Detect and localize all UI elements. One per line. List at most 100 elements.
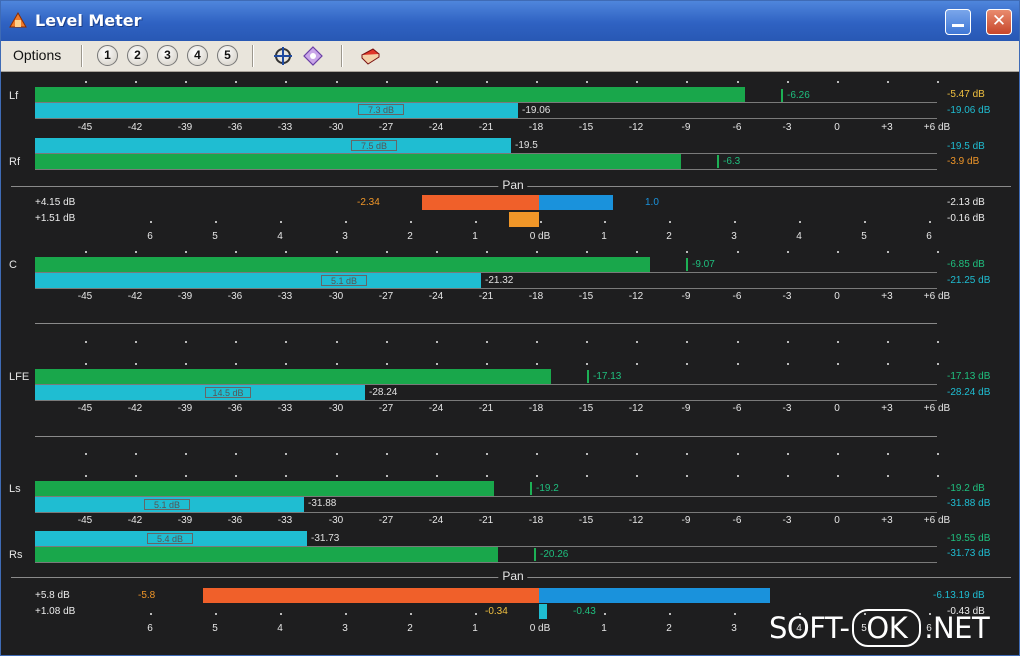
rms-readout: -19.06 dB — [947, 105, 991, 116]
pan-dot — [280, 613, 282, 615]
channel-button-1[interactable]: 1 — [97, 45, 118, 66]
scale-tick-label: -9 — [681, 291, 691, 302]
scale-tick-label: -21 — [478, 403, 494, 414]
channel-settings-icon[interactable] — [272, 45, 294, 67]
scale-tick-label: -6 — [732, 403, 742, 414]
close-button[interactable]: ✕ — [986, 9, 1012, 35]
scale-tick-label: -24 — [428, 403, 444, 414]
pan-neg-marker: -5.8 — [138, 590, 156, 601]
scale-tick-label: +3 — [881, 403, 893, 414]
scale-dot — [536, 363, 538, 365]
channel-button-3[interactable]: 3 — [157, 45, 178, 66]
scale-tick-label: -24 — [428, 122, 444, 133]
scale-dot — [686, 453, 688, 455]
pan-pos-marker: -0.43 — [573, 606, 596, 617]
channel-button-4[interactable]: 4 — [187, 45, 208, 66]
scale-dot — [85, 363, 87, 365]
book-icon[interactable] — [359, 45, 381, 67]
scale-tick-label: -12 — [628, 403, 644, 414]
watermark-ok: OK — [852, 609, 922, 647]
scale-tick-label: -39 — [177, 291, 193, 302]
rms-range-box: 7.5 dB — [351, 140, 397, 151]
scale-dot — [336, 363, 338, 365]
minimize-button[interactable] — [945, 9, 971, 35]
scale-tick-label: -45 — [77, 515, 93, 526]
scale-dot — [937, 81, 939, 83]
scale-dot — [336, 475, 338, 477]
options-menu[interactable]: Options — [13, 47, 62, 63]
scale-tick-label: -21 — [478, 291, 494, 302]
channel-button-5[interactable]: 5 — [217, 45, 238, 66]
diamond-icon[interactable] — [302, 45, 324, 67]
pan-tick-label: 3 — [731, 623, 737, 634]
scale-dot — [135, 251, 137, 253]
scale-dot — [436, 251, 438, 253]
scale-dot — [887, 81, 889, 83]
peak-hold-value: -6.3 — [723, 156, 741, 167]
scale-dot — [336, 81, 338, 83]
rms-readout: -21.25 dB — [947, 275, 991, 286]
scale-dot — [787, 453, 789, 455]
scale-tick-label: +3 — [881, 291, 893, 302]
pan-tick-label: 2 — [666, 231, 672, 242]
scale-dot — [636, 453, 638, 455]
pan-dot — [734, 613, 736, 615]
pan-tick-label: 2 — [666, 623, 672, 634]
rms-bar — [35, 138, 511, 153]
scale-dot — [837, 341, 839, 343]
scale-dot — [235, 475, 237, 477]
peak-hold-marker — [781, 89, 783, 102]
scale-tick-label: -27 — [378, 122, 394, 133]
scale-dot — [285, 251, 287, 253]
scale-tick-label: -36 — [227, 122, 243, 133]
rms-range-box: 5.4 dB — [147, 533, 193, 544]
scale-tick-label: -36 — [227, 403, 243, 414]
toolbar-separator — [341, 45, 343, 67]
scale-tick-label: -15 — [578, 122, 594, 133]
close-icon: ✕ — [991, 11, 1007, 31]
scale-tick-label: -27 — [378, 515, 394, 526]
pan-tick-label: 3 — [342, 623, 348, 634]
scale-dot — [135, 81, 137, 83]
scale-tick-label: -39 — [177, 403, 193, 414]
scale-dot — [135, 453, 137, 455]
scale-tick-label: -30 — [328, 122, 344, 133]
rms-value: -19.5 — [515, 140, 538, 151]
scale-tick-label: -18 — [528, 122, 544, 133]
scale-dot — [787, 475, 789, 477]
minimize-icon — [952, 24, 964, 27]
scale-dot — [887, 341, 889, 343]
channel-label: Ls — [9, 483, 21, 495]
title-bar[interactable]: Level Meter ✕ — [1, 1, 1019, 41]
scale-tick-label: -24 — [428, 515, 444, 526]
pan-tick-label: 6 — [147, 231, 153, 242]
scale-dot — [787, 363, 789, 365]
scale-dot — [235, 251, 237, 253]
peak-bar — [35, 481, 494, 496]
scale-tick-label: -33 — [277, 515, 293, 526]
scale-dot — [185, 453, 187, 455]
channel-button-2[interactable]: 2 — [127, 45, 148, 66]
scale-dot — [737, 475, 739, 477]
pan-left-bottom: +1.08 dB — [35, 606, 76, 617]
pan-title: Pan — [498, 569, 528, 583]
pan-tick-label: 0 dB — [529, 623, 551, 634]
scale-dot — [737, 81, 739, 83]
scale-tick-label: -3 — [782, 122, 792, 133]
scale-tick-label: -15 — [578, 515, 594, 526]
channel-label: LFE — [9, 371, 30, 383]
scale-dot — [285, 341, 287, 343]
scale-tick-label: -27 — [378, 403, 394, 414]
pan-right-bar — [539, 195, 613, 210]
scale-dot — [386, 475, 388, 477]
pan-tick-label: 4 — [277, 623, 283, 634]
scale-tick-label: +6 dB — [923, 515, 951, 526]
scale-tick-label: -30 — [328, 291, 344, 302]
peak-readout: -19.2 dB — [947, 483, 985, 494]
scale-dot — [336, 341, 338, 343]
pan-dot — [215, 221, 217, 223]
scale-tick-label: -42 — [127, 122, 143, 133]
pan-tick-label: 5 — [212, 231, 218, 242]
peak-readout: -17.13 dB — [947, 371, 991, 382]
